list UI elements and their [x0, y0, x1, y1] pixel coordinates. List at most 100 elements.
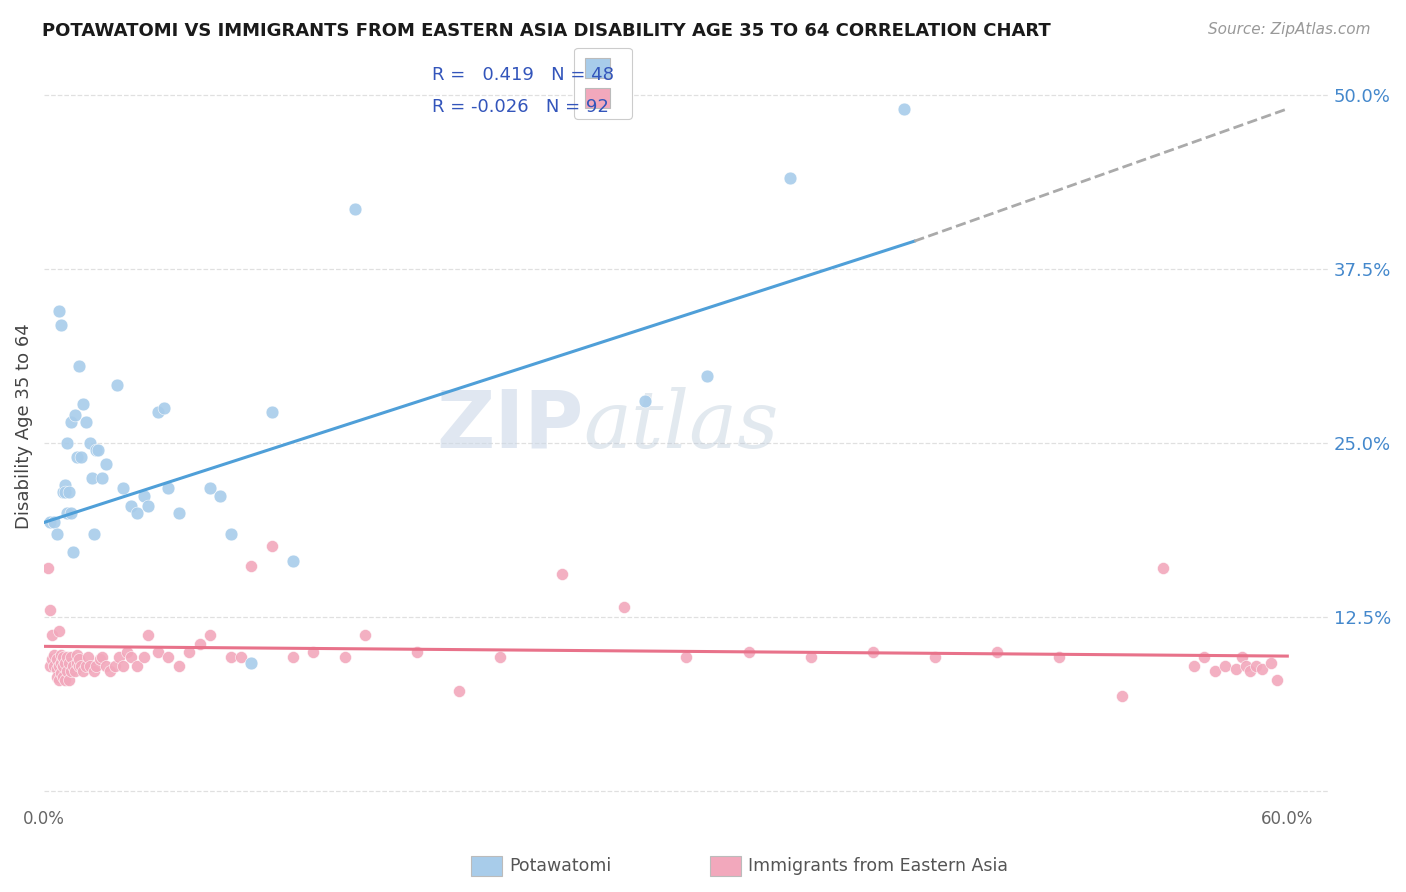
Point: [779, 171, 801, 186]
Point: [111, 481, 134, 495]
Point: [53, 484, 76, 499]
Point: [120, 499, 142, 513]
Point: [80, 471, 103, 485]
Point: [62, 544, 84, 558]
Point: [79, 436, 101, 450]
Text: Potawatomi: Potawatomi: [509, 857, 612, 875]
Point: [157, 481, 180, 495]
Point: [63, 408, 86, 422]
Point: [1194, 650, 1216, 665]
Point: [132, 489, 155, 503]
Point: [157, 650, 180, 665]
Point: [79, 658, 101, 673]
Point: [45, 662, 67, 676]
Point: [72, 665, 94, 679]
Point: [800, 650, 823, 665]
Point: [91, 650, 114, 665]
Point: [49, 665, 72, 680]
Point: [179, 645, 201, 659]
Point: [696, 369, 718, 384]
Legend: , : ,: [574, 47, 631, 119]
Point: [72, 397, 94, 411]
Text: R = -0.026   N = 92: R = -0.026 N = 92: [432, 98, 609, 116]
Point: [737, 645, 759, 659]
Point: [127, 506, 149, 520]
Text: R =   0.419   N = 48: R = 0.419 N = 48: [432, 66, 614, 84]
Point: [96, 658, 118, 673]
Point: [48, 658, 70, 673]
Point: [66, 648, 89, 662]
Point: [37, 561, 59, 575]
Point: [862, 645, 884, 659]
Point: [56, 506, 79, 520]
Point: [613, 600, 636, 615]
Point: [75, 415, 97, 429]
Text: Source: ZipAtlas.com: Source: ZipAtlas.com: [1208, 22, 1371, 37]
Point: [1260, 656, 1282, 670]
Point: [153, 401, 176, 416]
Point: [87, 443, 110, 458]
Point: [45, 526, 67, 541]
Point: [1152, 561, 1174, 575]
Point: [45, 652, 67, 666]
Point: [260, 405, 283, 419]
Point: [1213, 658, 1236, 673]
Point: [63, 665, 86, 679]
Point: [1265, 673, 1288, 687]
Text: ZIP: ZIP: [436, 386, 583, 465]
Point: [924, 650, 946, 665]
Point: [893, 102, 915, 116]
Point: [281, 650, 304, 665]
Point: [1239, 665, 1261, 679]
Point: [209, 489, 232, 503]
Point: [52, 484, 75, 499]
Text: atlas: atlas: [583, 387, 779, 465]
Text: POTAWATOMI VS IMMIGRANTS FROM EASTERN ASIA DISABILITY AGE 35 TO 64 CORRELATION C: POTAWATOMI VS IMMIGRANTS FROM EASTERN AS…: [42, 22, 1050, 40]
Point: [41, 628, 63, 642]
Point: [41, 652, 63, 666]
Point: [48, 624, 70, 638]
Point: [111, 658, 134, 673]
Point: [1047, 650, 1070, 665]
Point: [198, 481, 221, 495]
Point: [120, 650, 142, 665]
Point: [240, 656, 263, 670]
Point: [302, 645, 325, 659]
Point: [229, 650, 252, 665]
Point: [1244, 658, 1267, 673]
Point: [58, 484, 80, 499]
Point: [56, 665, 79, 679]
Point: [107, 650, 129, 665]
Point: [127, 658, 149, 673]
Point: [49, 648, 72, 662]
Point: [58, 673, 80, 687]
Point: [281, 554, 304, 568]
Point: [260, 539, 283, 553]
Point: [146, 405, 169, 419]
Point: [354, 628, 377, 642]
Point: [56, 650, 79, 665]
Point: [96, 457, 118, 471]
Point: [986, 645, 1008, 659]
Point: [44, 648, 66, 662]
Point: [489, 650, 512, 665]
Point: [52, 650, 75, 665]
Point: [70, 450, 93, 464]
Point: [48, 673, 70, 687]
Point: [240, 558, 263, 573]
Point: [39, 516, 62, 530]
Point: [1225, 662, 1247, 676]
Point: [146, 645, 169, 659]
Point: [1234, 658, 1257, 673]
Point: [551, 566, 574, 581]
Point: [198, 628, 221, 642]
Text: Immigrants from Eastern Asia: Immigrants from Eastern Asia: [748, 857, 1008, 875]
Point: [44, 658, 66, 673]
Point: [100, 665, 122, 679]
Point: [333, 650, 356, 665]
Point: [105, 377, 128, 392]
Point: [1111, 690, 1133, 704]
Point: [406, 645, 429, 659]
Point: [66, 450, 89, 464]
Point: [136, 499, 159, 513]
